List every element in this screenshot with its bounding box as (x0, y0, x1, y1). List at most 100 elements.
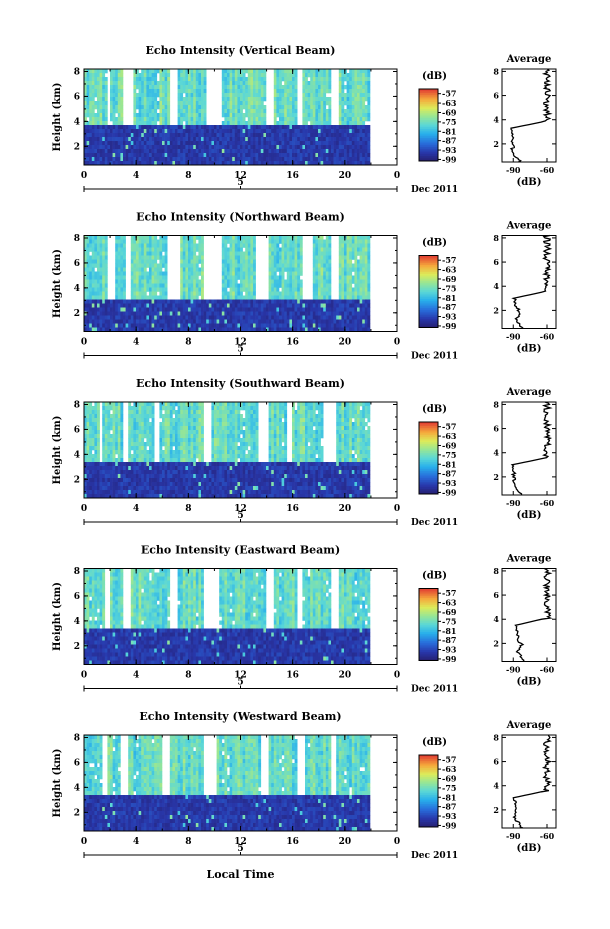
heatmap-cell (185, 259, 189, 264)
heatmap-cell (294, 93, 298, 98)
heatmap-cell (312, 283, 316, 288)
heatmap-cell (362, 311, 366, 316)
heatmap-cell (190, 291, 194, 296)
heatmap-cell (323, 89, 327, 94)
heatmap-cell (232, 279, 236, 284)
heatmap-cell (104, 426, 108, 431)
heatmap-cell (263, 311, 267, 316)
heatmap-cell (125, 327, 129, 332)
heatmap-cell (84, 109, 87, 114)
heatmap-cell (302, 303, 306, 308)
heatmap-cell (232, 93, 236, 98)
heatmap-cell (211, 157, 215, 162)
heatmap-cell (193, 299, 197, 304)
heatmap-cell (276, 267, 280, 272)
heatmap-cell (99, 263, 103, 268)
heatmap-cell (338, 137, 342, 142)
heatmap-cell (237, 239, 241, 244)
heatmap-cell (99, 97, 103, 102)
heatmap-cell (97, 422, 100, 427)
heatmap-cell (258, 323, 262, 328)
heatmap-cell (281, 109, 285, 114)
heatmap-cell (294, 153, 298, 158)
heatmap-cell (247, 311, 251, 316)
heatmap-cell (292, 271, 295, 276)
heatmap-cell (281, 73, 285, 78)
heatmap-cell (221, 283, 225, 288)
heatmap-cell (164, 153, 168, 158)
heatmap-cell (177, 303, 181, 308)
heatmap-cell (198, 315, 202, 320)
heatmap-cell (117, 137, 121, 142)
heatmap-cell (260, 69, 264, 74)
heatmap-cell (133, 311, 137, 316)
heatmap-cell (195, 149, 199, 154)
heatmap-cell (84, 462, 87, 467)
heatmap-cell (362, 303, 366, 308)
heatmap-cell (357, 271, 360, 276)
heatmap-cell (354, 121, 358, 126)
heatmap-cell (159, 69, 163, 74)
heatmap-cell (94, 426, 98, 431)
heatmap-cell (190, 133, 194, 138)
heatmap-cell (193, 267, 197, 272)
heatmap-cell (227, 117, 230, 122)
heatmap-cell (286, 243, 290, 248)
heatmap-cell (312, 101, 316, 106)
heatmap-cell (279, 307, 282, 312)
heatmap-cell (294, 125, 298, 130)
heatmap-cell (297, 327, 301, 332)
heatmap-cell (203, 69, 207, 74)
heatmap-cell (234, 141, 238, 146)
heatmap-cell (177, 85, 181, 90)
heatmap-cell (99, 145, 103, 150)
heatmap-cell (341, 303, 345, 308)
heatmap-cell (294, 109, 298, 114)
heatmap-cell (221, 101, 225, 106)
heatmap-cell (214, 307, 217, 312)
heatmap-cell (299, 157, 303, 162)
heatmap-cell (89, 494, 93, 499)
heatmap-cell (188, 157, 191, 162)
heatmap-cell (328, 323, 332, 328)
heatmap-cell (263, 85, 267, 90)
heatmap-cell (253, 137, 256, 142)
heatmap-cell (107, 466, 111, 471)
heatmap-cell (97, 145, 100, 150)
heatmap-cell (250, 311, 254, 316)
heatmap-cell (338, 295, 342, 300)
colorbar-swatch (419, 119, 438, 122)
heatmap-cell (221, 291, 225, 296)
heatmap-cell (190, 145, 194, 150)
heatmap-cell (164, 307, 168, 312)
heatmap-cell (177, 117, 181, 122)
heatmap-cell (242, 235, 246, 240)
heatmap-cell (307, 137, 311, 142)
heatmap-cell (112, 101, 116, 106)
heatmap-cell (341, 105, 345, 110)
heatmap-cell (133, 319, 137, 324)
heatmap-cell (104, 117, 108, 122)
heatmap-cell (188, 149, 191, 154)
heatmap-cell (84, 137, 87, 142)
heatmap-cell (292, 97, 295, 102)
heatmap-cell (115, 141, 119, 146)
heatmap-cell (154, 319, 158, 324)
heatmap-cell (328, 299, 332, 304)
heatmap-cell (268, 291, 272, 296)
heatmap-cell (289, 85, 293, 90)
heatmap-cell (284, 117, 288, 122)
heatmap-cell (281, 157, 285, 162)
heatmap-cell (94, 315, 98, 320)
heatmap-cell (367, 327, 371, 332)
heatmap-cell (344, 117, 347, 122)
heatmap-cell (279, 89, 282, 94)
heatmap-cell (297, 275, 301, 280)
heatmap-cell (164, 113, 168, 118)
heatmap-cell (310, 101, 314, 106)
heatmap-cell (294, 267, 298, 272)
heatmap-cell (234, 271, 238, 276)
heatmap-cell (328, 275, 332, 280)
heatmap-cell (318, 239, 321, 244)
heatmap-cell (120, 311, 124, 316)
